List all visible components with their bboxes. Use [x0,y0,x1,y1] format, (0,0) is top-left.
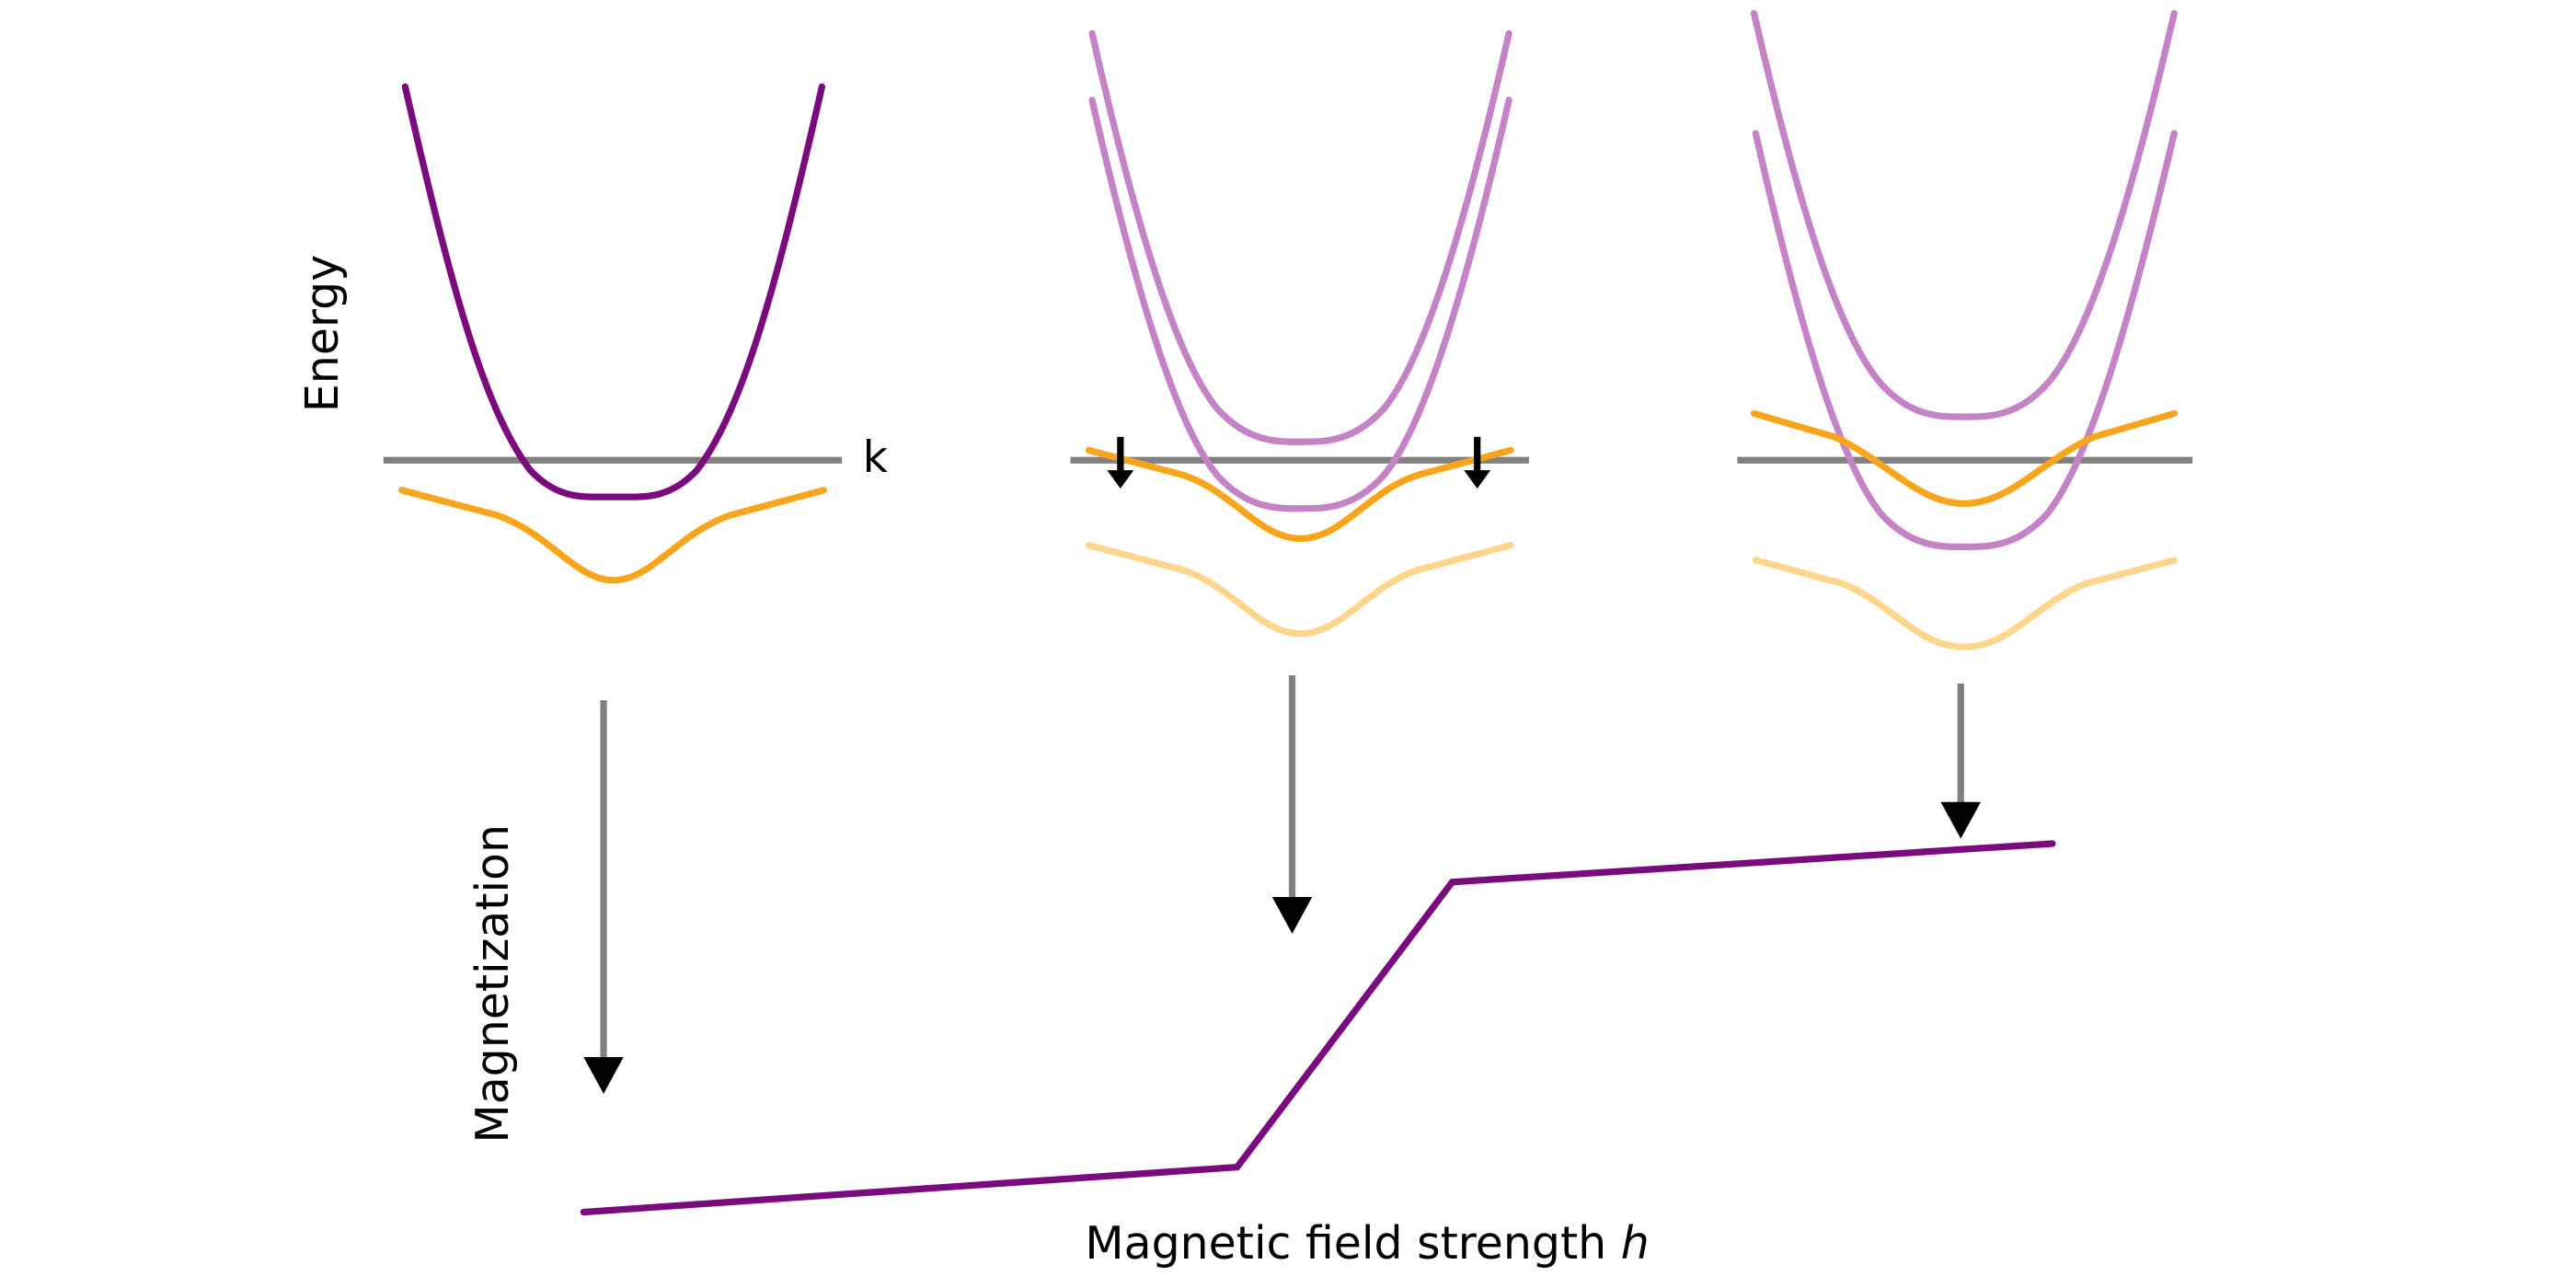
arrow-head [583,1056,624,1094]
band [1752,130,2178,551]
spin-arrow-head [1464,470,1491,489]
band [1750,409,2178,507]
k-label: k [863,432,889,483]
magnetization-label: Magnetization [466,824,519,1143]
panel-2 [1070,29,1529,638]
band [1752,557,2178,650]
magnetization-curve [580,840,2056,1216]
panel-1: k Energy [296,83,889,584]
band [398,487,827,584]
band [1088,29,1512,445]
arrow-head [1271,897,1313,934]
spin-arrow-head [1107,470,1134,489]
band [1085,541,1514,638]
arrow-head [1940,801,1982,839]
field-text: Magnetic field strength [1085,1216,1606,1269]
field-symbol: h [1621,1216,1650,1269]
band [401,83,826,500]
field-label: Magnetic field strength h [1085,1216,1649,1269]
band [1085,446,1514,542]
panel-3 [1737,9,2193,650]
energy-label: Energy [296,255,349,412]
band [1750,9,2178,420]
band [1088,97,1512,512]
